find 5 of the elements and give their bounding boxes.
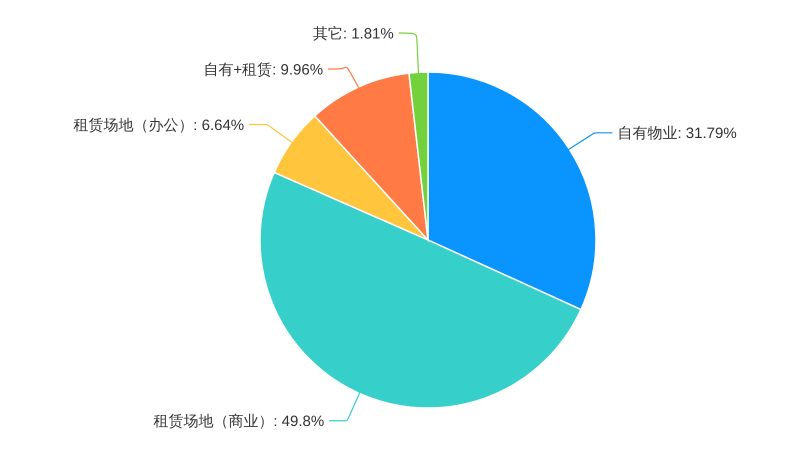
slice-label: 其它: 1.81% xyxy=(312,25,394,42)
slice-label: 租赁场地（办公）: 6.64% xyxy=(73,116,244,134)
slice-label: 自有物业: 31.79% xyxy=(617,125,737,142)
slice-label: 自有+租赁: 9.96% xyxy=(203,61,324,78)
slice-label: 租赁场地（商业）: 49.8% xyxy=(153,413,324,430)
